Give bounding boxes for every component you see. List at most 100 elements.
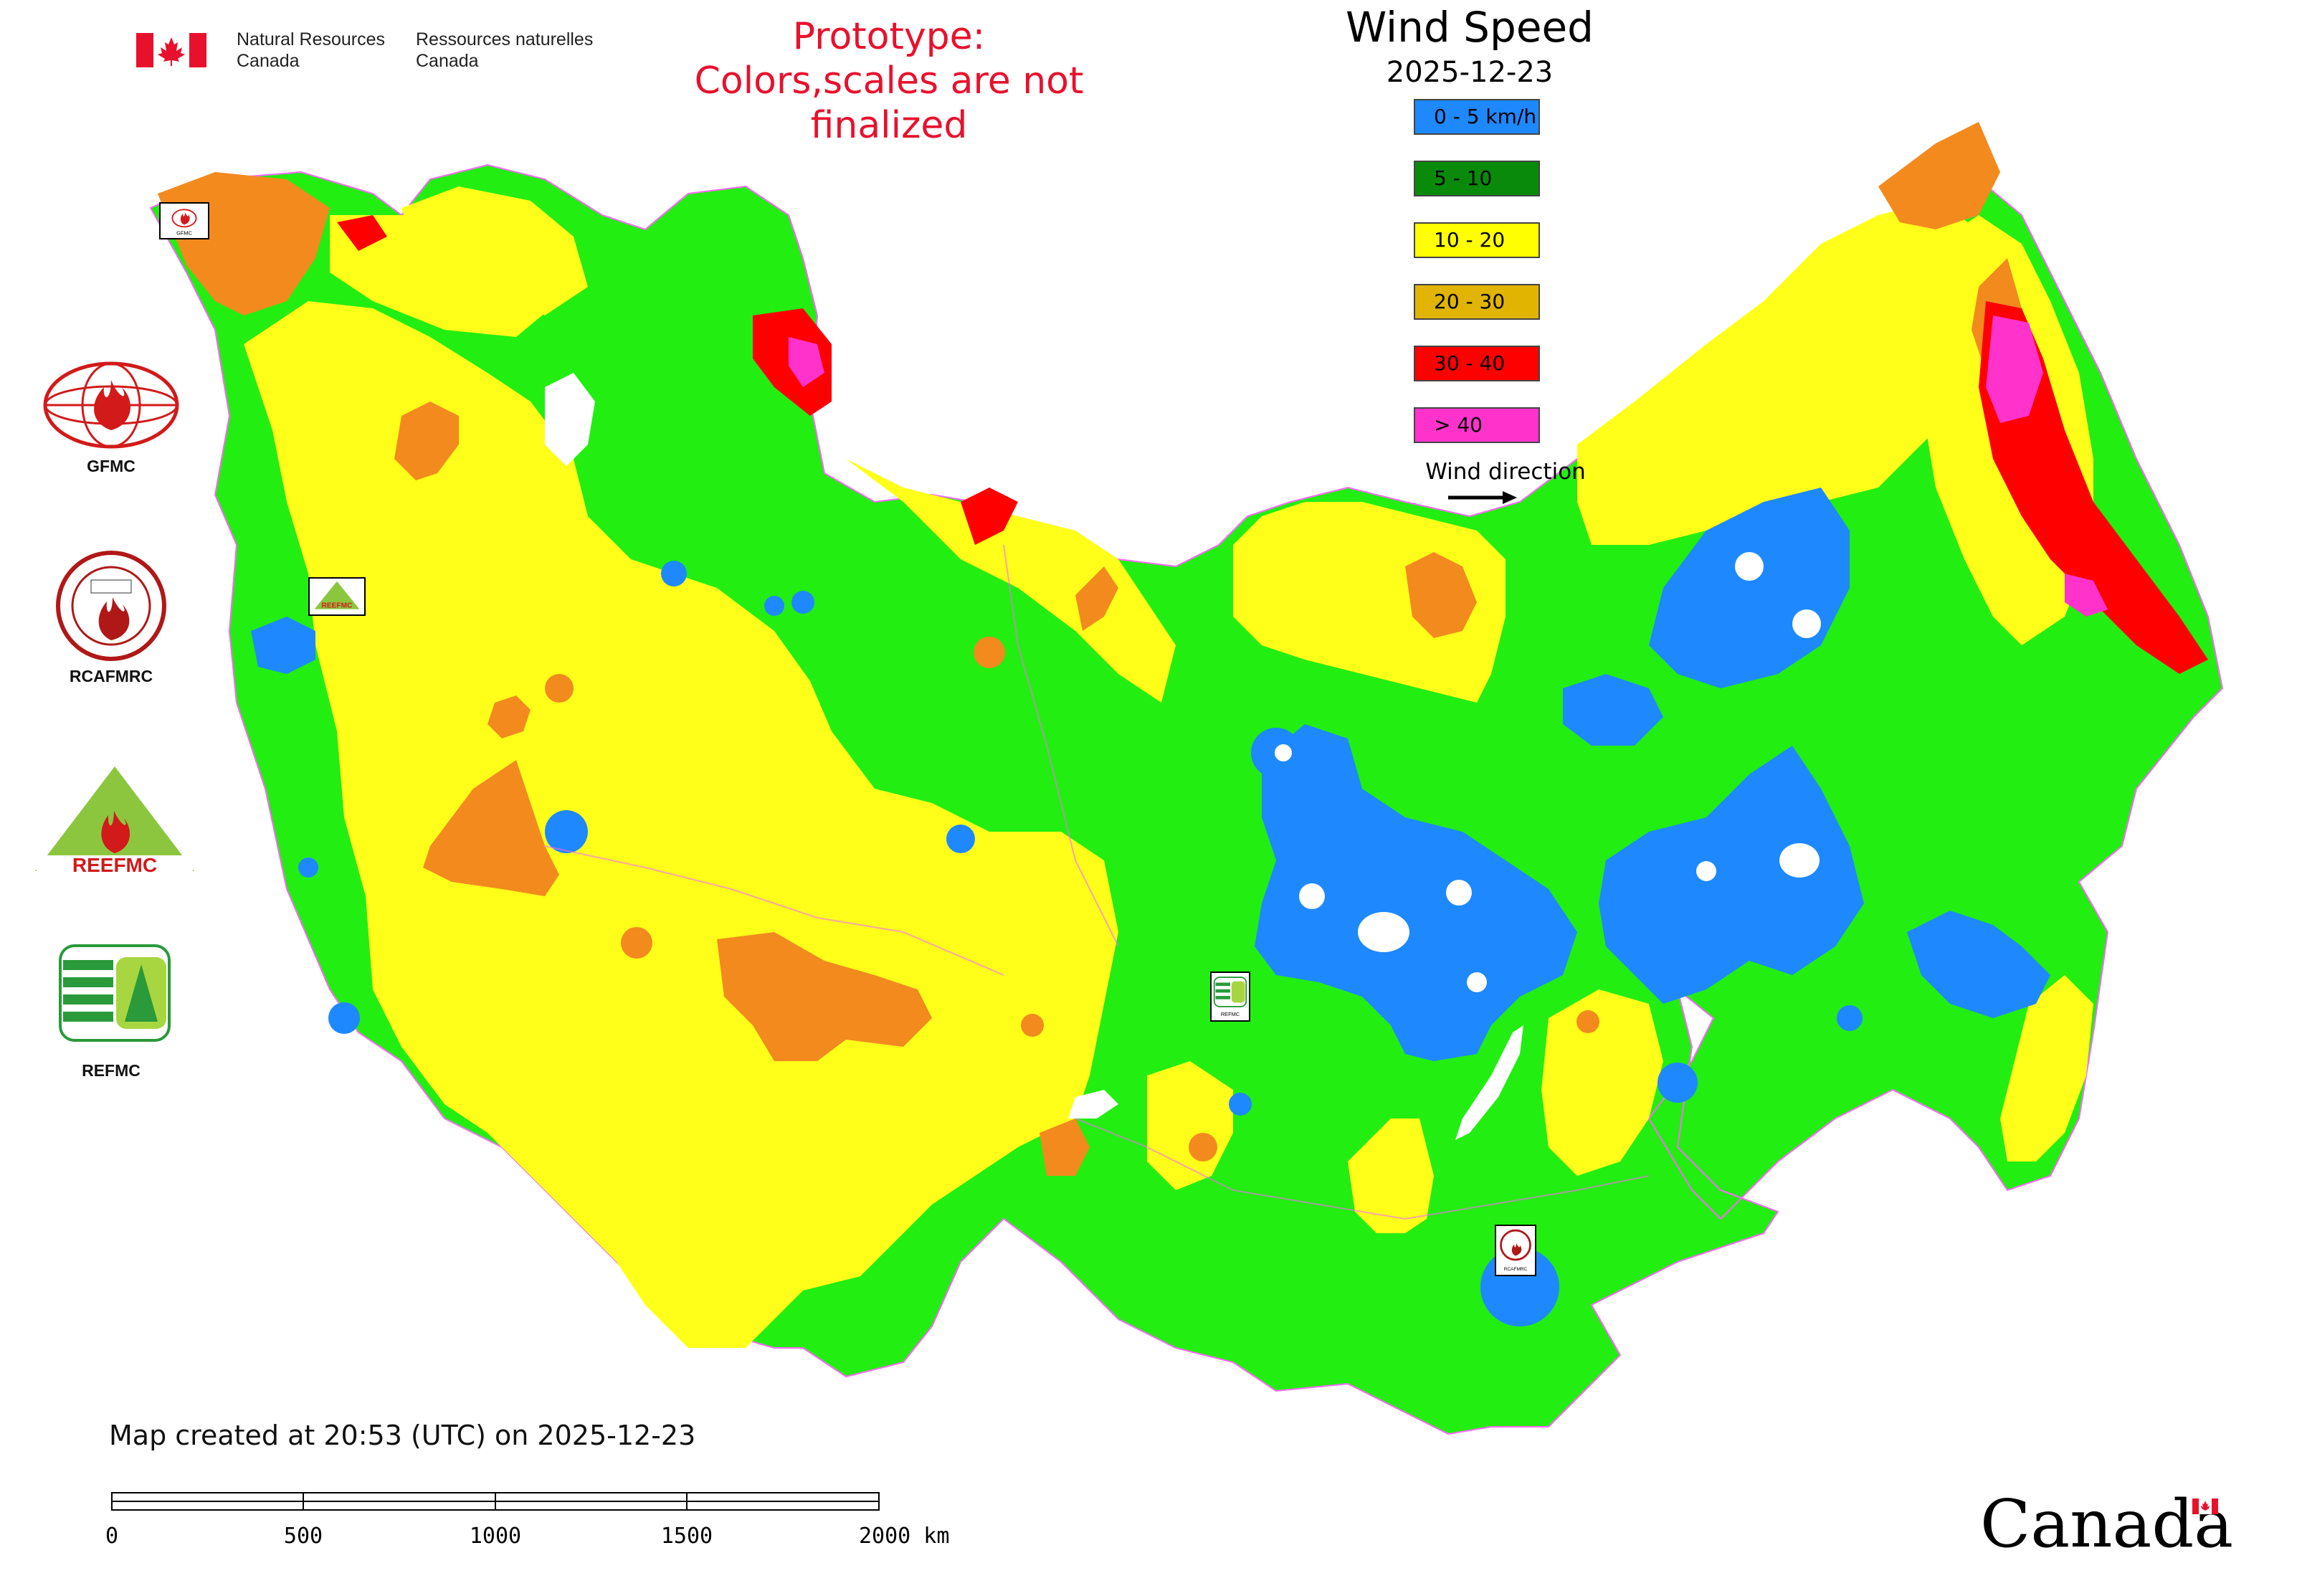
blue-taymyr-south bbox=[1563, 674, 1663, 746]
yellow-northeast bbox=[1577, 201, 2007, 545]
wind-direction-label: Wind direction bbox=[1425, 459, 1586, 485]
orange-cell bbox=[1576, 1010, 1599, 1033]
blue-cell bbox=[946, 825, 975, 853]
orange-kazakh bbox=[717, 932, 932, 1061]
gfmc-caption: GFMC bbox=[87, 457, 135, 475]
blue-cell bbox=[545, 810, 588, 853]
rcafmrc-caption: RCAFMRC bbox=[69, 667, 153, 685]
orange-yamal bbox=[1075, 566, 1118, 631]
scale-tick-500: 500 bbox=[284, 1524, 323, 1549]
blue-east-siberia bbox=[1649, 488, 1850, 688]
gfmc-logo-icon bbox=[43, 361, 179, 449]
legend-item-over-40: > 40 bbox=[1414, 407, 1540, 443]
blue-lena bbox=[1599, 746, 1864, 1004]
nrcan-en-line2: Canada bbox=[237, 51, 300, 71]
yellow-baikal bbox=[1348, 1118, 1434, 1233]
wind-direction-arrow-icon bbox=[1448, 491, 1517, 504]
yellow-arctic-coast bbox=[789, 430, 1176, 703]
orange-volga bbox=[423, 760, 559, 896]
nrcan-en-line1: Natural Resources bbox=[237, 29, 386, 49]
orange-ural bbox=[487, 695, 531, 738]
nrcan-fr-line2: Canada bbox=[416, 51, 479, 71]
rcafmrc-logo-icon bbox=[56, 551, 166, 661]
reefmc-logo-icon: REEFMC bbox=[35, 766, 194, 876]
legend-item-20-30: 20 - 30 bbox=[1414, 284, 1540, 320]
blue-west bbox=[251, 617, 315, 674]
refmc-stamp-graphic: REFMC bbox=[1213, 977, 1247, 1017]
canada-wordmark-flag-icon bbox=[2192, 1498, 2218, 1514]
orange-cell bbox=[621, 927, 652, 959]
blue-central-siberia bbox=[1255, 724, 1577, 1061]
white-spot bbox=[1358, 912, 1409, 952]
rcafmrc-stamp-label: RCAFMRC bbox=[1504, 1267, 1528, 1272]
white-spot bbox=[1779, 843, 1820, 878]
legend-item-10-20: 10 - 20 bbox=[1414, 222, 1540, 258]
map-created-timestamp: Map created at 20:53 (UTC) on 2025-12-23 bbox=[109, 1420, 696, 1451]
blue-cell bbox=[1229, 1093, 1252, 1116]
magenta-kamchatka bbox=[1986, 315, 2043, 423]
gfmc-stamp-graphic: GFMC bbox=[171, 209, 197, 236]
red-novaya-zemlya bbox=[961, 488, 1018, 545]
gfmc-stamp-icon: GFMC bbox=[159, 202, 209, 239]
white-spot bbox=[1735, 552, 1764, 581]
orange-northwest bbox=[394, 402, 459, 480]
legend-date: 2025-12-23 bbox=[1386, 56, 1554, 89]
orange-northeast bbox=[1878, 122, 2000, 229]
blue-cell bbox=[791, 591, 814, 614]
canada-flag-icon bbox=[136, 33, 206, 67]
blue-cell bbox=[661, 561, 687, 586]
scale-tick-2000: 2000 km bbox=[859, 1524, 949, 1549]
nrcan-label-en: Natural Resources Canada bbox=[237, 29, 409, 72]
blue-cell bbox=[1837, 1005, 1863, 1031]
reefmc-stamp-label: REEFMC bbox=[322, 602, 353, 610]
yellow-sakhalin bbox=[2000, 975, 2093, 1162]
prototype-warning: Prototype: Colors,scales are not finaliz… bbox=[645, 14, 1133, 148]
orange-taimyr bbox=[1405, 552, 1477, 638]
white-spot bbox=[1446, 880, 1472, 906]
legend-item-0-5: 0 - 5 km/h bbox=[1414, 99, 1540, 135]
refmc-stamp-icon: REFMC bbox=[1210, 972, 1250, 1022]
nrcan-fr-line1: Ressources naturelles bbox=[416, 29, 594, 49]
canada-wordmark: Canada bbox=[1980, 1486, 2234, 1562]
orange-cell bbox=[1021, 1014, 1044, 1037]
svg-text:REEFMC: REEFMC bbox=[72, 854, 157, 876]
white-spot bbox=[1696, 861, 1716, 881]
red-chukotka bbox=[337, 215, 387, 251]
nrcan-label-fr: Ressources naturelles Canada bbox=[416, 29, 602, 72]
scale-tick-0: 0 bbox=[105, 1524, 118, 1549]
orange-south bbox=[1040, 1118, 1090, 1176]
lake-ladoga bbox=[545, 373, 595, 466]
blue-cell bbox=[328, 1002, 360, 1034]
legend-title: Wind Speed bbox=[1345, 3, 1594, 52]
scale-bar: 0 500 1000 1500 2000 km bbox=[105, 1492, 949, 1549]
prototype-line1: Prototype: bbox=[792, 15, 986, 58]
blue-amur bbox=[1907, 911, 2050, 1018]
yellow-taimyr bbox=[1233, 502, 1506, 703]
legend-item-30-40: 30 - 40 bbox=[1414, 346, 1540, 381]
blue-cell bbox=[1657, 1063, 1698, 1103]
refmc-caption: REFMC bbox=[82, 1061, 141, 1080]
reefmc-stamp-graphic: REEFMC bbox=[314, 581, 360, 610]
orange-cell bbox=[545, 674, 574, 703]
orange-cell bbox=[974, 637, 1005, 668]
blue-cell bbox=[298, 858, 318, 878]
white-spot bbox=[1275, 744, 1292, 761]
prototype-line2: Colors,scales are not finalized bbox=[694, 60, 1084, 147]
orange-cell bbox=[1189, 1133, 1217, 1162]
legend-item-5-10: 5 - 10 bbox=[1414, 161, 1540, 196]
gfmc-stamp-label: GFMC bbox=[176, 229, 192, 236]
white-spot bbox=[1299, 883, 1325, 909]
white-spot bbox=[1792, 609, 1821, 638]
lake-baikal bbox=[1455, 1025, 1523, 1140]
scale-tick-1000: 1000 bbox=[470, 1524, 521, 1549]
blue-cell bbox=[764, 596, 784, 616]
yellow-west bbox=[244, 301, 1118, 1348]
scale-tick-1500: 1500 bbox=[661, 1524, 713, 1549]
rcafmrc-stamp-graphic: RCAFMRC bbox=[1500, 1229, 1531, 1272]
reefmc-stamp-icon: REEFMC bbox=[308, 577, 366, 616]
white-spot bbox=[1467, 972, 1487, 992]
rcafmrc-stamp-icon: RCAFMRC bbox=[1495, 1225, 1536, 1276]
yellow-amur bbox=[1541, 989, 1663, 1176]
yellow-north-west bbox=[401, 186, 588, 315]
